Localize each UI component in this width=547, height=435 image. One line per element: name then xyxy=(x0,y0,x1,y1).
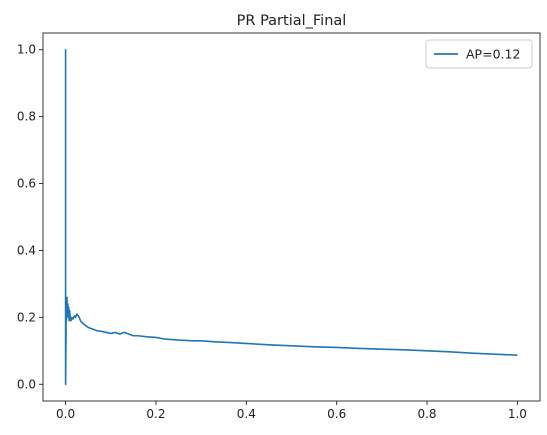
series-line xyxy=(64,48,518,386)
y-tick-label: 0.0 xyxy=(17,377,36,391)
y-tick-label: 0.6 xyxy=(17,177,36,191)
y-tick-label: 0.2 xyxy=(17,310,36,324)
plot-frame xyxy=(42,32,541,402)
x-tick-label: 1.0 xyxy=(508,407,527,421)
legend-label: AP=0.12 xyxy=(466,47,520,62)
x-tick-label: 0.0 xyxy=(56,407,75,421)
y-tick-label: 1.0 xyxy=(17,43,36,57)
chart-title: PR Partial_Final xyxy=(237,13,347,29)
x-tick-label: 0.8 xyxy=(417,407,436,421)
axes: 0.0 0.2 0.4 0.6 0.8 1.0 0.0 0.2 0.4 0.6 0.8 1.0 xyxy=(17,32,541,421)
x-tick-label: 0.4 xyxy=(237,407,256,421)
series-group xyxy=(64,48,518,386)
y-tick-label: 0.8 xyxy=(17,110,36,124)
legend-box xyxy=(425,39,533,69)
x-tick-label: 0.6 xyxy=(327,407,346,421)
legend: AP=0.12 xyxy=(425,39,533,69)
x-tick-label: 0.2 xyxy=(146,407,165,421)
y-tick-label: 0.4 xyxy=(17,243,36,257)
